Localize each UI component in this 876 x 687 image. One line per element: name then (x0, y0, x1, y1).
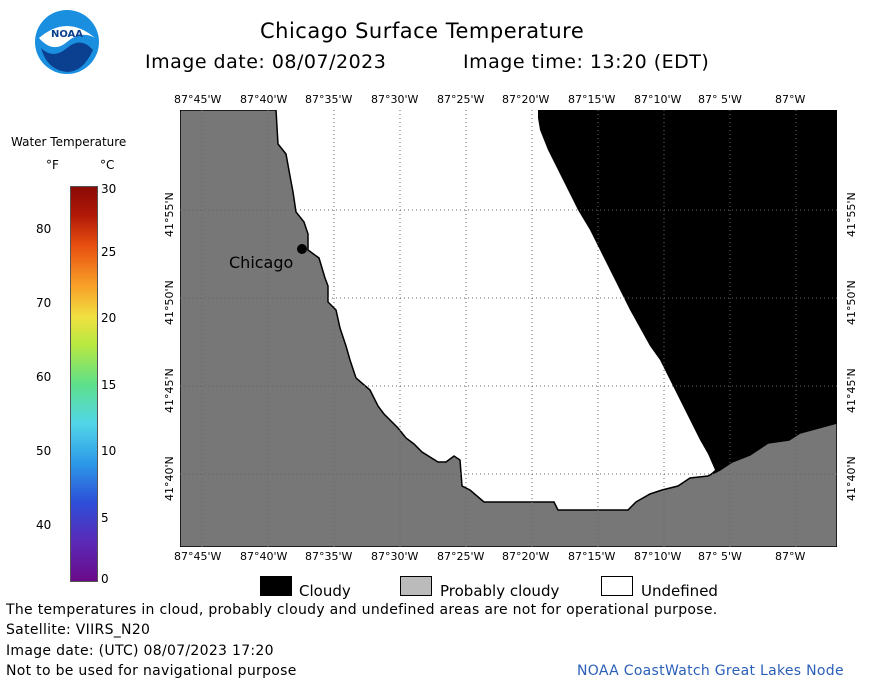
lon-label-bottom: 87°15'W (568, 550, 616, 563)
lon-label-bottom: 87°30'W (371, 550, 419, 563)
lon-label-bottom: 87°35'W (305, 550, 353, 563)
lat-label-right: 41°50'N (845, 280, 858, 325)
lat-label-left: 41°50'N (163, 280, 176, 325)
page-title: Chicago Surface Temperature (260, 19, 585, 43)
f-tick: 40 (36, 518, 52, 532)
nav-warning: Not to be used for navigational purpose (6, 663, 297, 679)
unit-c: °C (100, 158, 115, 172)
noaa-logo: NOAA (33, 8, 101, 76)
land-area (180, 110, 837, 547)
city-label: Chicago (229, 253, 294, 272)
disclaimer: The temperatures in cloud, probably clou… (6, 602, 718, 618)
lat-label-right: 41°45'N (845, 368, 858, 413)
lon-label-bottom: 87°45'W (174, 550, 222, 563)
lon-label-bottom: 87°10'W (634, 550, 682, 563)
lon-label-bottom: 87°25'W (437, 550, 485, 563)
lon-label-top: 87°10'W (634, 93, 682, 106)
lon-label-top: 87° 5'W (698, 93, 742, 106)
grid-lines (180, 110, 837, 547)
c-tick: 0 (101, 572, 109, 586)
lat-label-left: 41°55'N (163, 192, 176, 237)
satellite: Satellite: VIIRS_N20 (6, 622, 151, 638)
lon-label-bottom: 87°W (775, 550, 806, 563)
legend-swatch-probably-cloudy (400, 576, 432, 596)
lon-label-bottom: 87°40'W (240, 550, 288, 563)
cloud-area (538, 110, 837, 476)
map-frame (180, 110, 837, 547)
lon-label-top: 87°30'W (371, 93, 419, 106)
f-tick: 80 (36, 222, 52, 236)
image-date: Image date: 08/07/2023 (145, 51, 387, 73)
legend-label-probably-cloudy: Probably cloudy (440, 582, 560, 600)
lat-label-left: 41°45'N (163, 368, 176, 413)
f-tick: 70 (36, 296, 52, 310)
lon-label-top: 87°W (775, 93, 806, 106)
lon-label-top: 87°35'W (305, 93, 353, 106)
f-tick: 60 (36, 370, 52, 384)
lon-label-top: 87°40'W (240, 93, 288, 106)
lon-label-top: 87°15'W (568, 93, 616, 106)
image-time: Image time: 13:20 (EDT) (463, 51, 710, 73)
lat-label-right: 41°40'N (845, 456, 858, 501)
lon-label-top: 87°20'W (502, 93, 550, 106)
c-tick: 15 (101, 378, 117, 392)
legend-swatch-undefined (601, 576, 633, 596)
colorbar-title: Water Temperature (11, 135, 127, 149)
c-tick: 30 (101, 182, 117, 196)
lat-label-left: 41°40'N (163, 456, 176, 501)
c-tick: 10 (101, 444, 117, 458)
colorbar (70, 186, 98, 582)
c-tick: 20 (101, 311, 117, 325)
svg-text:NOAA: NOAA (51, 29, 83, 40)
lon-label-top: 87°45'W (174, 93, 222, 106)
lat-label-right: 41°55'N (845, 192, 858, 237)
chicago-marker (297, 244, 307, 254)
credit: NOAA CoastWatch Great Lakes Node (577, 663, 844, 679)
c-tick: 5 (101, 511, 109, 525)
f-tick: 50 (36, 444, 52, 458)
utc-date: Image date: (UTC) 08/07/2023 17:20 (6, 643, 274, 659)
legend-label-cloudy: Cloudy (299, 582, 351, 600)
lon-label-bottom: 87°20'W (502, 550, 550, 563)
lon-label-top: 87°25'W (437, 93, 485, 106)
legend-label-undefined: Undefined (641, 582, 718, 600)
c-tick: 25 (101, 245, 117, 259)
legend-swatch-cloudy (260, 576, 292, 596)
lon-label-bottom: 87° 5'W (698, 550, 742, 563)
unit-f: °F (46, 158, 59, 172)
